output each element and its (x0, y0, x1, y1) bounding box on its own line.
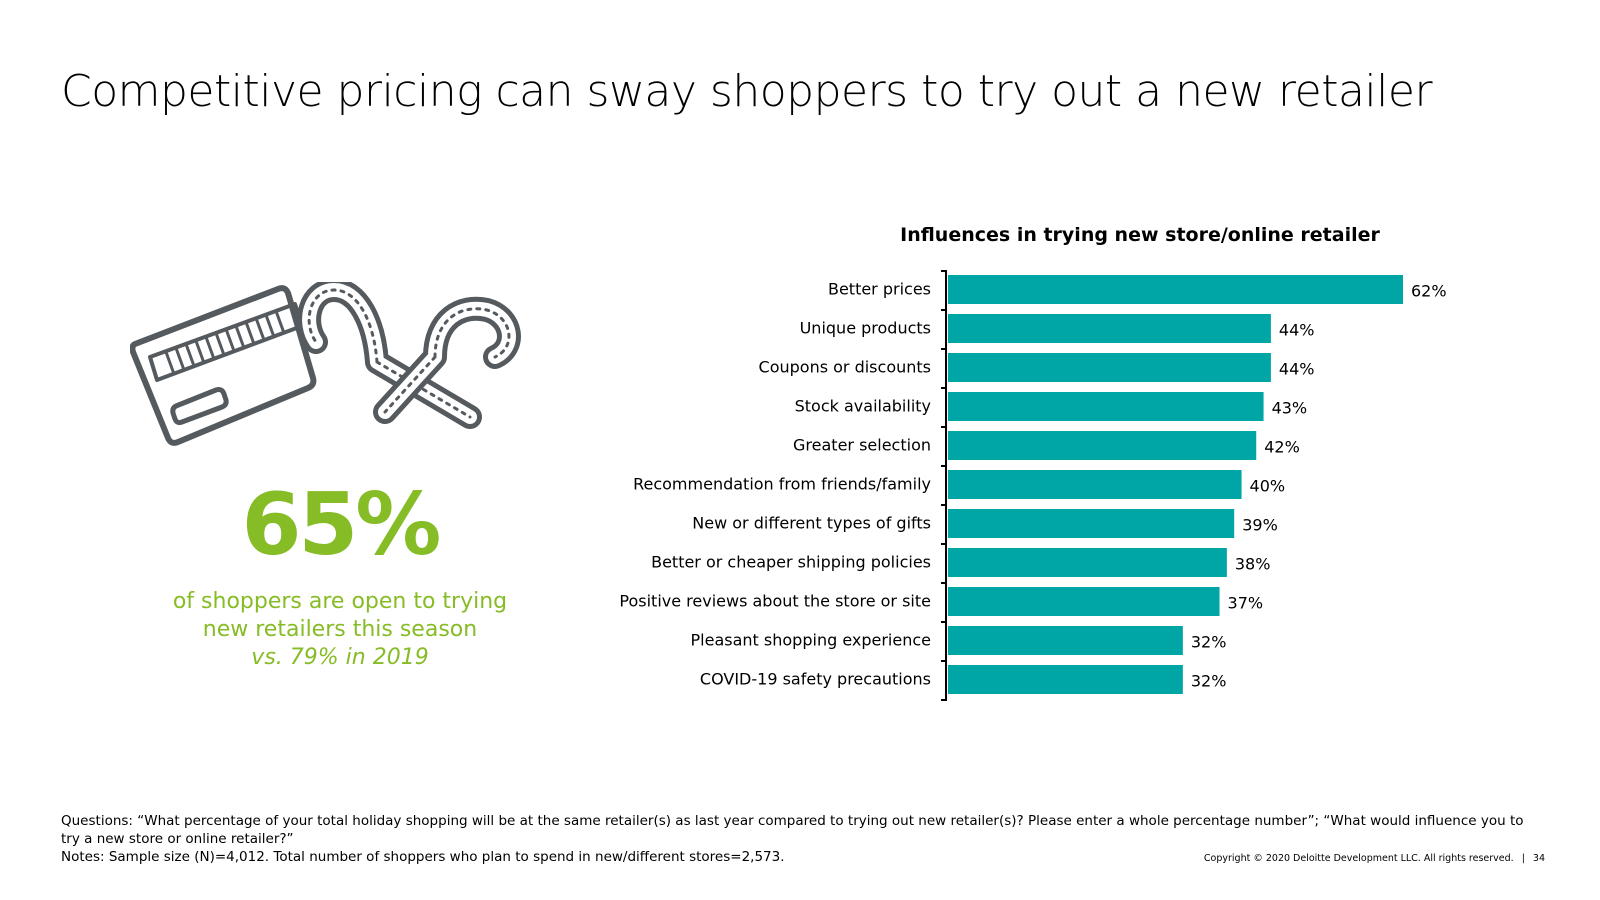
category-label: Better or cheaper shipping policies (651, 553, 931, 572)
bar (948, 665, 1183, 694)
bar (948, 314, 1271, 343)
category-label: Greater selection (793, 436, 931, 455)
category-label: Stock availability (795, 397, 931, 416)
chart-title: Influences in trying new store/online re… (900, 224, 1380, 246)
category-label: COVID-19 safety precautions (700, 670, 931, 689)
data-label: 43% (1272, 399, 1308, 418)
copyright: Copyright © 2020 Deloitte Development LL… (1204, 853, 1545, 864)
footnote: Questions: “What percentage of your tota… (61, 812, 1541, 866)
category-label: Unique products (800, 319, 931, 338)
data-label: 40% (1250, 477, 1286, 496)
category-label: New or different types of gifts (692, 514, 931, 533)
data-label: 39% (1242, 516, 1278, 535)
category-label: Coupons or discounts (759, 358, 931, 377)
page-title: Competitive pricing can sway shoppers to… (61, 66, 1433, 117)
illustration (130, 282, 521, 446)
headline-stat: 65% (241, 475, 442, 575)
bar-chart: Better prices 62% Unique products 44% Coupon… (620, 270, 1447, 701)
bar (948, 392, 1264, 421)
copyright-text: Copyright © 2020 Deloitte Development LL… (1203, 853, 1514, 864)
data-label: 44% (1279, 360, 1315, 379)
copyright-separator: | (1521, 853, 1525, 864)
stat-caption: of shoppers are open to trying new retai… (140, 588, 540, 672)
category-label: Pleasant shopping experience (691, 631, 931, 650)
category-label: Positive reviews about the store or site (620, 592, 931, 611)
bar (948, 470, 1242, 499)
page-number: 34 (1532, 853, 1545, 864)
data-label: 32% (1191, 672, 1227, 691)
bar (948, 587, 1220, 616)
candy-canes-icon (297, 282, 521, 429)
data-label: 38% (1235, 555, 1271, 574)
data-label: 37% (1228, 594, 1264, 613)
data-label: 42% (1264, 438, 1300, 457)
footnote-questions: Questions: “What percentage of your tota… (61, 813, 1524, 847)
stat-caption-line-2: new retailers this season (202, 617, 478, 642)
bar (948, 353, 1271, 382)
footnote-notes: Notes: Sample size (N)=4,012. Total numb… (61, 849, 785, 865)
data-label: 62% (1411, 282, 1447, 301)
credit-card-icon (130, 285, 317, 446)
bar (948, 431, 1257, 460)
bar (948, 548, 1227, 577)
stat-caption-line-1: of shoppers are open to trying (172, 589, 508, 614)
category-label: Recommendation from friends/family (633, 475, 931, 494)
bar (948, 509, 1235, 538)
bar (948, 275, 1403, 304)
data-label: 32% (1191, 633, 1227, 652)
data-label: 44% (1279, 321, 1315, 340)
stat-comparison: vs. 79% in 2019 (251, 645, 429, 670)
category-label: Better prices (828, 280, 931, 299)
bar (948, 626, 1183, 655)
